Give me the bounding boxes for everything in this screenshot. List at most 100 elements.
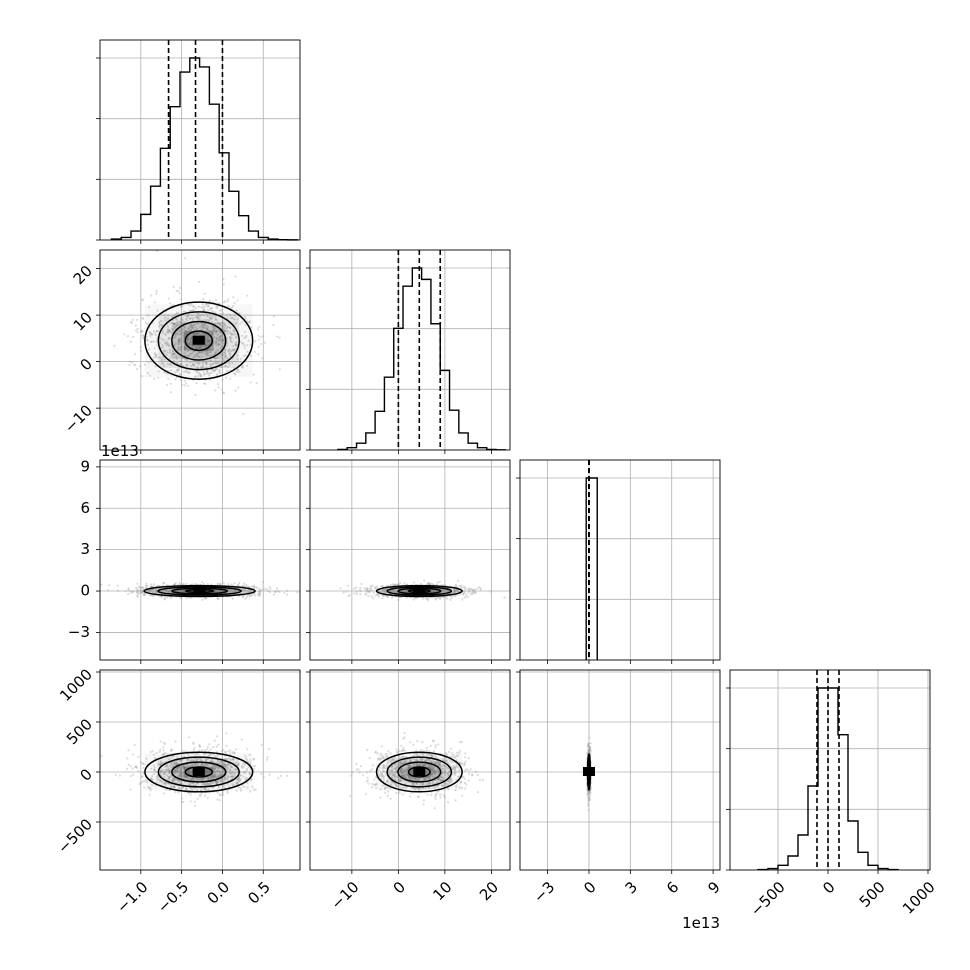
scatter-point <box>249 343 252 346</box>
scatter-point <box>419 759 422 762</box>
scatter-point <box>146 339 149 342</box>
scatter-point <box>174 336 177 339</box>
scatter-point <box>239 779 242 782</box>
scatter-point <box>254 586 257 589</box>
scatter-point <box>470 592 473 595</box>
scatter-point <box>140 591 143 594</box>
scatter-point <box>180 772 183 775</box>
scatter-point <box>186 315 189 318</box>
scatter-point <box>206 748 209 751</box>
scatter-point <box>227 583 230 586</box>
scatter-point <box>165 788 168 791</box>
scatter-point <box>399 778 402 781</box>
scatter-point <box>191 778 194 781</box>
scatter-point <box>216 304 219 308</box>
scatter-point <box>179 768 182 771</box>
scatter-point <box>454 583 457 587</box>
scatter-point <box>199 375 203 378</box>
scatter-point <box>430 589 433 592</box>
scatter-point <box>196 352 199 355</box>
scatter-point <box>139 365 142 368</box>
scatter-point <box>238 774 241 777</box>
scatter-point <box>225 376 228 379</box>
scatter-point <box>178 292 181 295</box>
scatter-point <box>478 585 481 589</box>
scatter-point <box>191 363 195 366</box>
scatter-point <box>392 589 395 592</box>
scatter-point <box>184 766 187 769</box>
scatter-point <box>421 758 424 761</box>
scatter-point <box>381 588 384 592</box>
histogram-step <box>585 477 598 660</box>
scatter-point <box>187 769 190 772</box>
scatter-point <box>166 763 169 767</box>
scatter-point <box>391 589 394 593</box>
scatter-point <box>213 590 217 593</box>
scatter-point <box>185 354 188 357</box>
scatter-point <box>201 326 204 329</box>
scatter-point <box>212 370 215 373</box>
scatter-point <box>243 591 246 594</box>
scatter-point <box>207 339 210 342</box>
scatter-point <box>395 785 398 788</box>
scatter-point <box>192 742 195 745</box>
scatter-point <box>453 588 456 591</box>
scatter-point <box>231 770 234 774</box>
scatter-point <box>186 766 189 769</box>
scatter-point <box>414 778 417 781</box>
scatter-point <box>170 755 173 759</box>
scatter-point <box>371 589 374 592</box>
scatter-point <box>150 340 153 343</box>
scatter-point <box>217 339 220 342</box>
scatter-point <box>227 305 230 308</box>
scatter-point <box>222 581 225 585</box>
scatter-point <box>407 765 410 768</box>
scatter-point <box>107 589 110 592</box>
scatter-point <box>434 598 437 601</box>
scatter-point <box>247 321 250 324</box>
scatter-point <box>355 768 358 771</box>
scatter-point <box>384 590 387 594</box>
scatter-point <box>221 590 224 593</box>
scatter-point <box>200 324 203 327</box>
scatter-point <box>228 757 231 760</box>
scatter-point <box>145 321 148 324</box>
scatter-point <box>257 353 260 356</box>
scatter-point <box>166 317 169 320</box>
scatter-point <box>176 348 179 352</box>
scatter-point <box>230 765 234 769</box>
scatter-point <box>228 336 231 339</box>
scatter-point <box>257 594 260 597</box>
scatter-point <box>440 583 443 587</box>
scatter-point <box>386 761 389 764</box>
scatter-point <box>233 318 236 321</box>
scatter-point <box>174 769 177 772</box>
scatter-point <box>213 328 216 332</box>
scatter-point <box>244 354 247 357</box>
scatter-point <box>162 351 165 354</box>
scatter-point <box>230 590 234 593</box>
scatter-point <box>149 750 152 754</box>
scatter-point <box>209 781 212 785</box>
scatter-point <box>194 362 197 365</box>
scatter-point <box>160 359 163 362</box>
scatter-point <box>169 329 172 332</box>
scatter-point <box>174 582 177 585</box>
scatter-point <box>142 766 145 770</box>
scatter-point <box>214 362 217 365</box>
scatter-point <box>232 348 235 351</box>
scatter-point <box>187 354 190 357</box>
scatter-point <box>446 597 449 600</box>
scatter-point <box>183 335 186 338</box>
scatter-point <box>198 745 201 748</box>
scatter-point <box>143 593 146 596</box>
scatter-point <box>220 749 223 753</box>
scatter-point <box>168 329 171 332</box>
scatter-point <box>245 334 248 337</box>
scatter-point <box>147 787 151 790</box>
scatter-point <box>358 588 361 591</box>
scatter-point <box>221 590 224 593</box>
scatter-point <box>129 590 132 593</box>
scatter-point <box>209 363 212 366</box>
scatter-point <box>180 348 183 351</box>
